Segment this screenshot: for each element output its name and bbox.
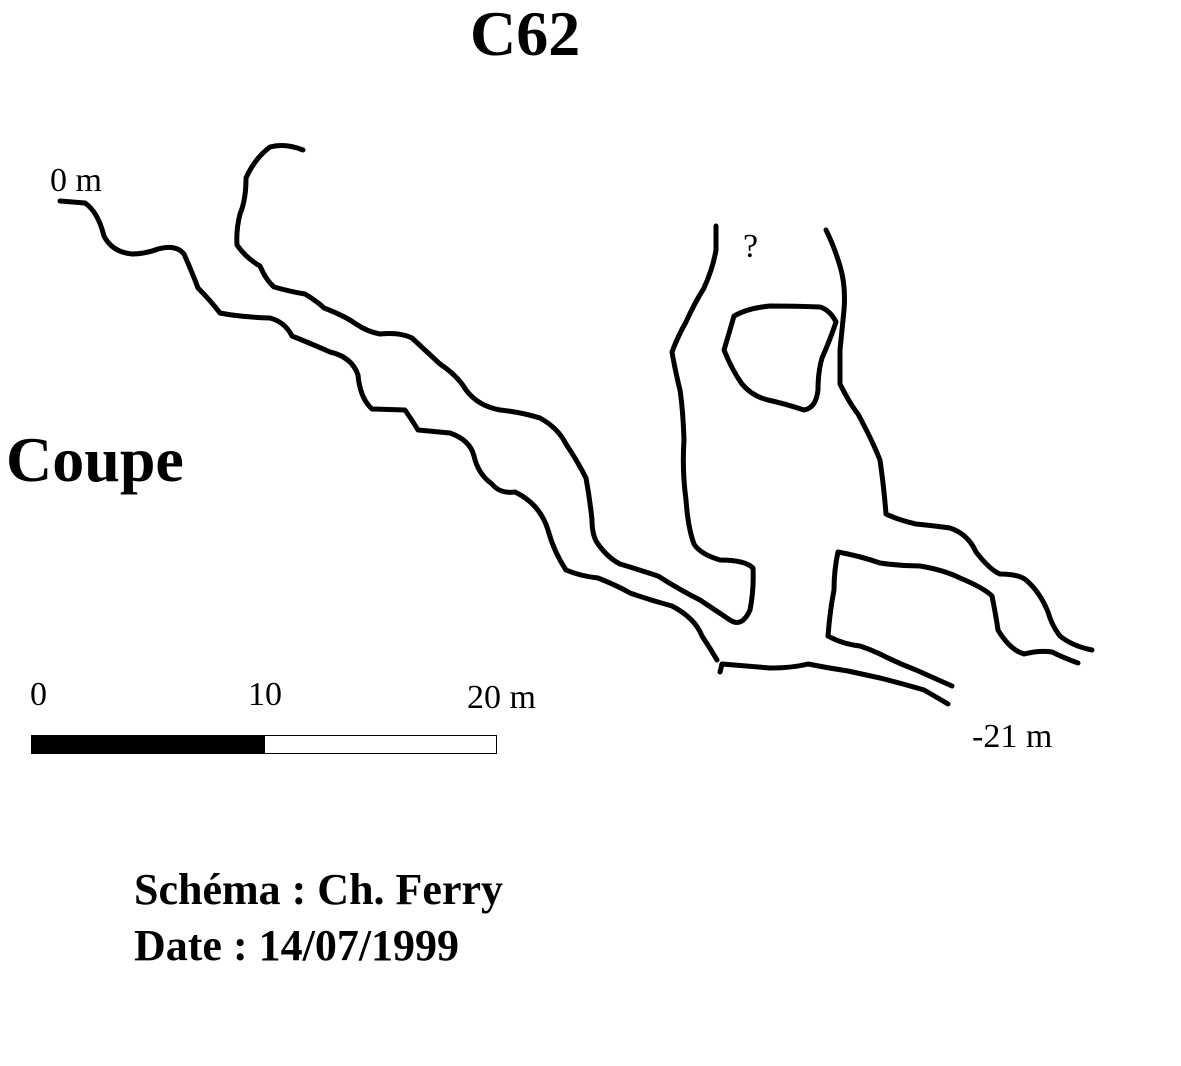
depth-label-bottom: -21 m — [972, 718, 1053, 755]
passage-upper-wall — [57, 198, 720, 663]
unknown-continuation-marker: ? — [743, 228, 759, 265]
chamber-lower-branch-floor — [825, 633, 955, 689]
scale-bar-filled-segment — [32, 736, 265, 753]
survey-title: C62 — [470, 0, 581, 69]
lower-branch-upper-wall — [825, 549, 1081, 666]
scale-tick-10: 10 — [248, 676, 282, 713]
section-label: Coupe — [6, 424, 184, 495]
scale-tick-20: 20 m — [467, 679, 536, 716]
chamber-floor — [717, 661, 951, 707]
credit-date: Date : 14/07/1999 — [134, 921, 460, 970]
passage-lower-wall — [234, 143, 756, 625]
shaft-pillar-loop — [721, 303, 839, 413]
scale-tick-0: 0 — [30, 676, 47, 713]
depth-label-top: 0 m — [50, 162, 102, 199]
scale-bar — [31, 735, 497, 754]
credit-author: Schéma : Ch. Ferry — [134, 865, 504, 914]
shaft-right-wall — [823, 227, 1095, 653]
